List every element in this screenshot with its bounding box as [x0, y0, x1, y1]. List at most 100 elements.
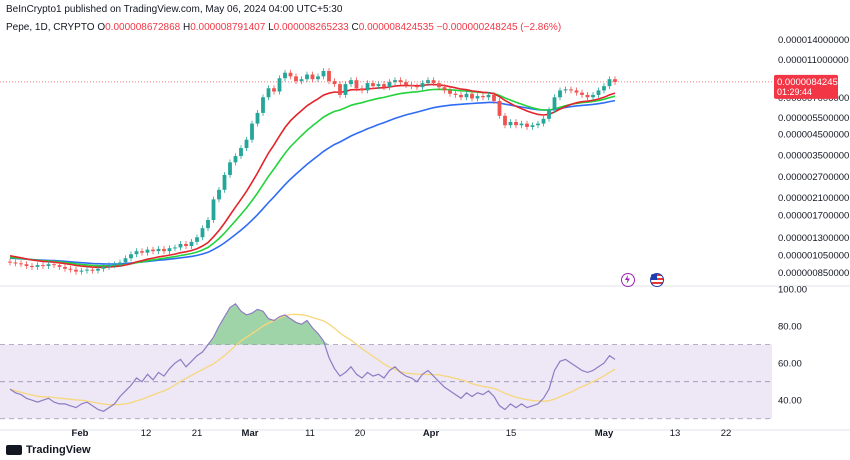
candle: [442, 84, 447, 94]
candle: [519, 120, 524, 129]
price-badge: [774, 74, 838, 99]
candle: [195, 234, 199, 245]
candle: [602, 83, 606, 94]
candle: [30, 263, 34, 270]
candle-body: [305, 74, 309, 80]
candle-body: [442, 87, 447, 91]
candle-body: [178, 243, 183, 248]
candle-body: [134, 251, 139, 255]
candle-body: [162, 248, 166, 252]
open-label: O: [97, 22, 106, 33]
candle: [288, 69, 293, 80]
candle-body: [79, 270, 84, 272]
candle-body: [514, 121, 518, 126]
candle: [90, 266, 95, 274]
candle: [503, 112, 507, 129]
candle: [475, 93, 480, 102]
candle: [118, 259, 122, 268]
candle: [316, 73, 320, 83]
candle: [178, 241, 183, 251]
candle-body: [167, 248, 172, 252]
candle-body: [129, 254, 133, 259]
rsi-tick-label: 100.00: [778, 285, 807, 296]
candle: [19, 260, 23, 268]
lightning-icon[interactable]: [621, 273, 635, 287]
candle-body: [321, 70, 326, 77]
candle-body: [332, 81, 337, 85]
price-tick-label: 0.000002700000: [778, 172, 849, 183]
candle-body: [233, 156, 238, 163]
rsi-band: [0, 344, 772, 419]
price-tick-label: 0.000011000000: [778, 55, 849, 66]
candle: [459, 92, 463, 101]
candle: [189, 239, 194, 249]
candle-body: [13, 262, 18, 264]
candle-body: [206, 219, 210, 229]
candle: [74, 266, 78, 275]
candle-body: [404, 82, 408, 86]
candle: [541, 115, 546, 127]
candle: [552, 94, 557, 114]
candle-body: [261, 97, 265, 113]
candle: [387, 79, 392, 91]
time-tick-label: 21: [192, 428, 203, 439]
tradingview-brand[interactable]: TradingView: [6, 444, 91, 456]
candle: [266, 85, 271, 101]
candle: [162, 246, 166, 255]
candle-body: [541, 118, 546, 124]
candle: [338, 81, 342, 98]
candle-body: [272, 88, 276, 92]
flag-icon[interactable]: [650, 273, 664, 287]
candle: [35, 262, 40, 270]
candle-body: [8, 261, 12, 263]
candle-body: [222, 174, 227, 190]
low-label: L: [268, 22, 274, 33]
candle-body: [96, 268, 100, 271]
candle-body: [464, 93, 469, 98]
candle-body: [184, 243, 188, 247]
candle: [426, 77, 430, 87]
candle-body: [123, 258, 128, 263]
candle: [580, 89, 584, 98]
candle: [8, 258, 12, 266]
price-badge-value: 0.000008424535: [777, 77, 848, 88]
candle-body: [30, 266, 34, 268]
candle-body: [85, 269, 89, 271]
candle: [261, 94, 265, 116]
candle: [156, 246, 161, 255]
high-value: 0.000008791407: [190, 22, 266, 33]
candle-body: [19, 263, 23, 265]
candle-body: [420, 83, 425, 88]
candle: [57, 262, 62, 270]
candle-body: [283, 72, 287, 79]
candle-body: [195, 237, 199, 242]
candle-body: [376, 84, 381, 87]
low-value: 0.000008265233: [273, 22, 349, 33]
candle: [283, 69, 287, 82]
candle: [448, 87, 452, 97]
candle-body: [343, 84, 348, 95]
price-tick-label: 0.000004500000: [778, 130, 849, 141]
candle: [52, 261, 56, 269]
symbol-label: Pepe, 1D, CRYPTO: [6, 22, 95, 33]
time-tick-label: 13: [670, 428, 681, 439]
candle: [151, 246, 155, 255]
candle-body: [118, 262, 122, 265]
candle: [497, 98, 502, 119]
candle-body: [503, 115, 507, 126]
candle: [68, 265, 73, 273]
candle: [464, 90, 469, 101]
candle: [41, 262, 45, 269]
price-tick-label: 0.000002100000: [778, 193, 849, 204]
candle-body: [189, 241, 194, 247]
price-tick-label: 0.000001300000: [778, 233, 849, 244]
candle: [101, 264, 106, 272]
candle-body: [294, 76, 298, 82]
candle: [277, 75, 282, 95]
candle: [470, 90, 474, 102]
candle: [404, 79, 408, 89]
candle-body: [448, 90, 452, 94]
candle: [591, 92, 595, 101]
candle-body: [365, 83, 370, 91]
